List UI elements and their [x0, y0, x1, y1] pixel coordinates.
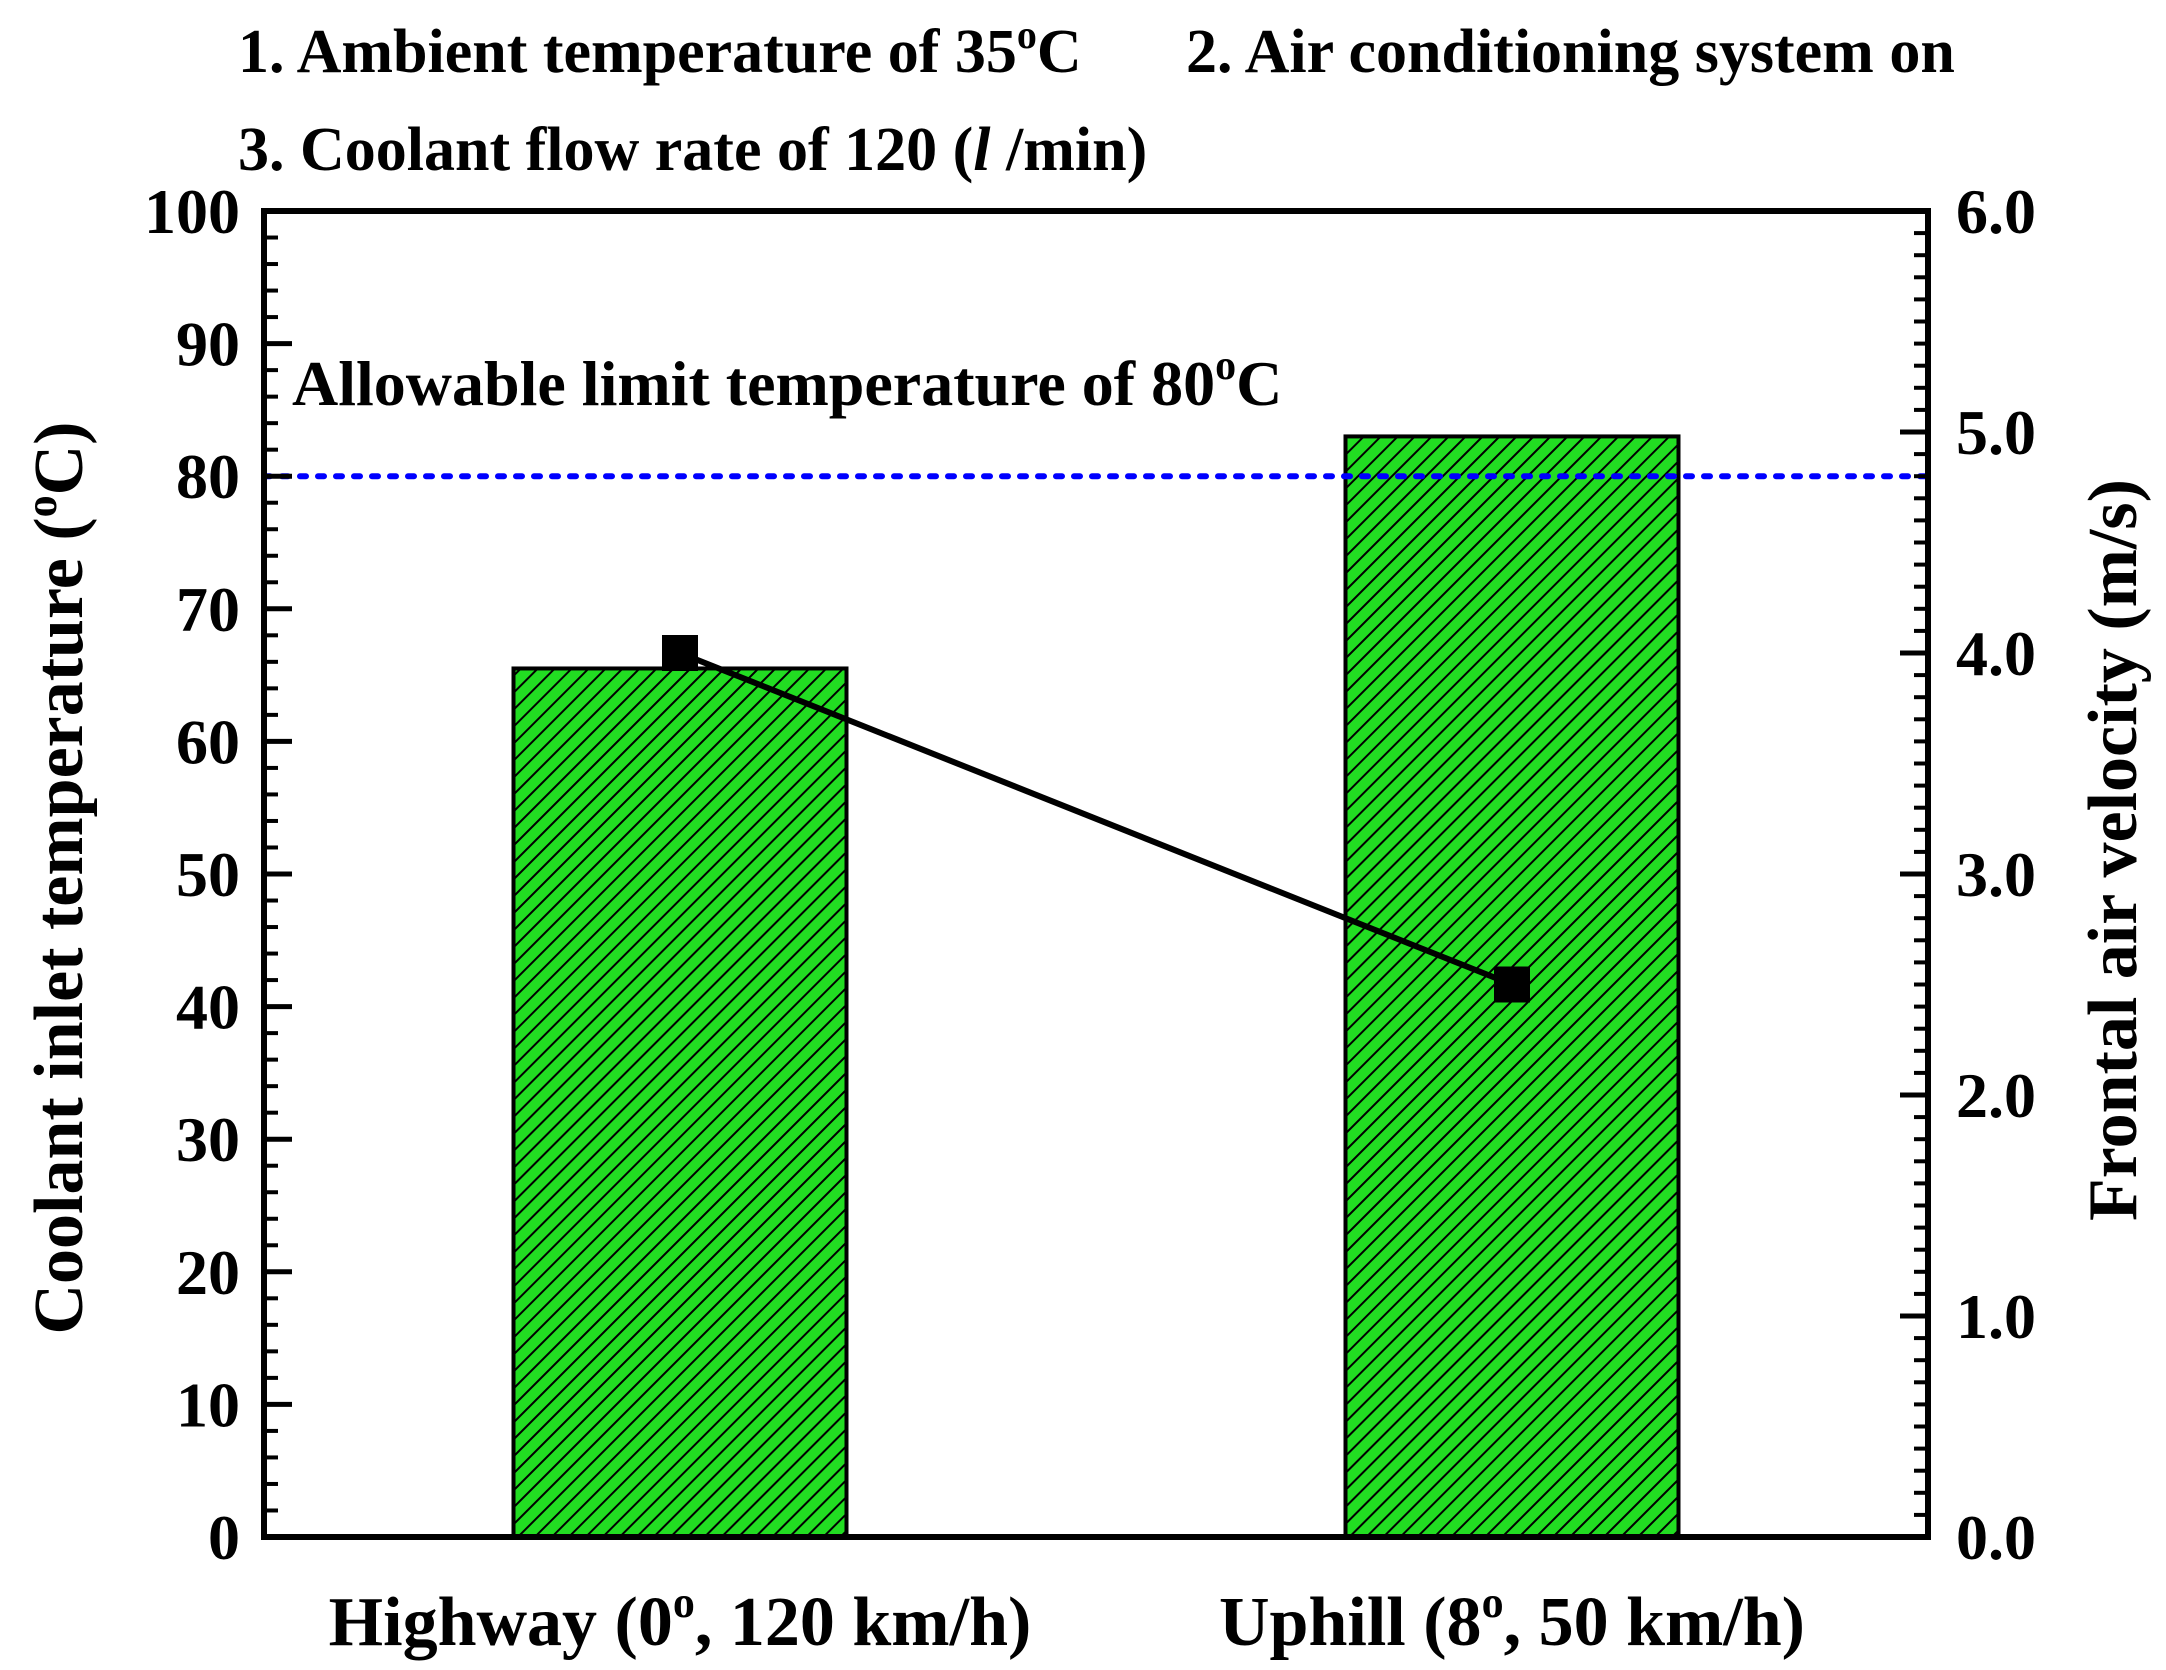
right-tick-label: 1.0	[1956, 1281, 2036, 1352]
left-tick-label: 90	[176, 309, 240, 380]
left-tick-label: 60	[176, 706, 240, 777]
left-tick-label: 70	[176, 574, 240, 645]
left-tick-label: 80	[176, 441, 240, 512]
condition-line-1a: 1. Ambient temperature of 35oC	[238, 12, 1082, 86]
right-tick-label: 5.0	[1956, 397, 2036, 468]
left-axis-ticks: 0 10 20 30 40 50 60 70 80 90 100	[144, 176, 292, 1573]
right-axis-title: Frontal air velocity (m/s)	[2075, 479, 2152, 1221]
condition-line-2: 3. Coolant flow rate of 120 (l /min)	[238, 116, 1147, 184]
velocity-marker-2	[1494, 966, 1530, 1003]
right-tick-label: 2.0	[1956, 1060, 2036, 1131]
temperature-bar-1	[511, 666, 849, 1539]
right-tick-label: 0.0	[1956, 1502, 2036, 1573]
limit-label: Allowable limit temperature of 80oC	[292, 343, 1282, 419]
velocity-marker-1	[662, 635, 698, 671]
category-label-1: Highway (0o, 120 km/h)	[329, 1578, 1032, 1661]
left-tick-label: 30	[176, 1104, 240, 1175]
left-tick-label: 100	[144, 176, 240, 247]
category-labels: Highway (0o, 120 km/h) Uphill (8o, 50 km/…	[329, 1578, 1805, 1661]
left-axis-title: Coolant inlet temperature (oC)	[17, 421, 98, 1334]
right-tick-label: 4.0	[1956, 618, 2036, 689]
bar-group	[511, 434, 1681, 1539]
right-tick-label: 6.0	[1956, 176, 2036, 247]
left-tick-label: 40	[176, 972, 240, 1043]
right-tick-label: 3.0	[1956, 839, 2036, 910]
right-axis-ticks: 0.0 1.0 2.0 3.0 4.0 5.0 6.0	[1900, 176, 2036, 1573]
condition-line-1b: 2. Air conditioning system on	[1186, 18, 1955, 86]
left-tick-label: 20	[176, 1237, 240, 1308]
left-tick-label: 50	[176, 839, 240, 910]
velocity-series-group	[662, 635, 1530, 1003]
velocity-line	[678, 650, 1514, 988]
category-label-2: Uphill (8o, 50 km/h)	[1219, 1578, 1805, 1661]
left-tick-label: 10	[176, 1369, 240, 1440]
left-tick-label: 0	[208, 1502, 240, 1573]
